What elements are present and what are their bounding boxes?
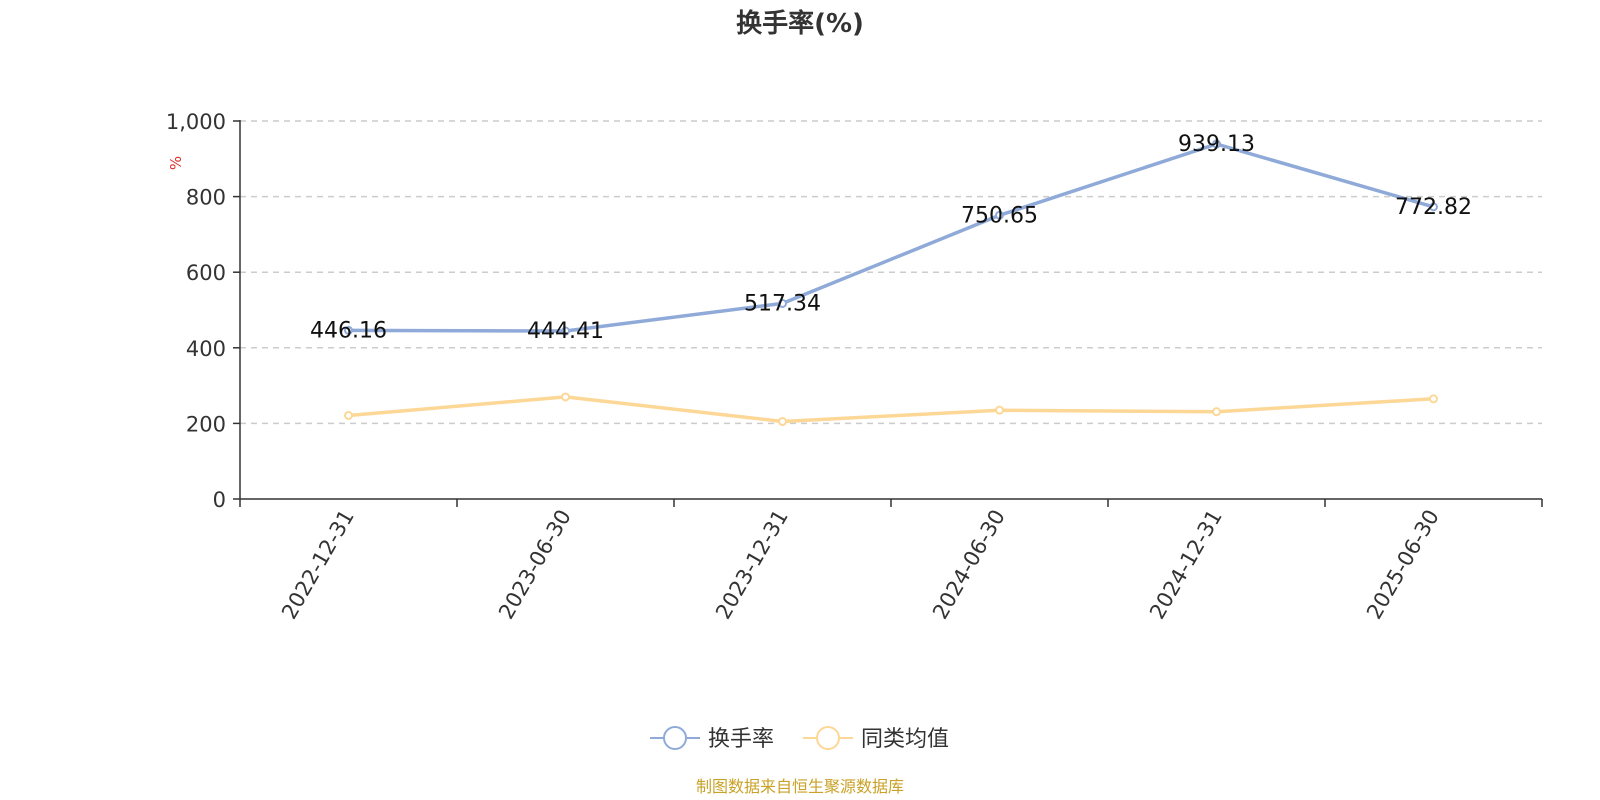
- series-line-2: [346, 395, 1436, 424]
- y-tick-label: 800: [186, 186, 226, 210]
- series-2-point: [561, 392, 570, 402]
- y-tick-label: 600: [186, 261, 226, 285]
- series-2-point: [995, 405, 1004, 415]
- x-tick-label: 2024-12-31: [1145, 506, 1227, 624]
- series-1-point: [778, 298, 787, 308]
- data-source-note: 制图数据来自恒生聚源数据库: [696, 777, 904, 796]
- data-label: 446.16: [310, 318, 387, 343]
- chart-title: 换手率(%): [736, 8, 864, 39]
- y-tick-label: 200: [186, 412, 226, 436]
- legend-label-2: 同类均值: [861, 727, 949, 752]
- series-2-point: [344, 410, 353, 420]
- data-label: 517.34: [744, 291, 821, 316]
- axes: 0 200 400 600 800 1,000 2022-12-31 2023-06-30 20…: [166, 110, 1543, 624]
- data-labels: 446.16 444.41 517.34 750.65 939.13 772.82: [310, 132, 1472, 344]
- series-1-point: [995, 210, 1004, 220]
- series-2-point: [1429, 394, 1438, 404]
- data-label: 939.13: [1178, 132, 1255, 157]
- y-tick-label: 0: [213, 488, 226, 512]
- legend: 换手率 同类均值: [650, 726, 949, 752]
- x-tick-label: 2024-06-30: [928, 506, 1010, 624]
- data-label: 772.82: [1395, 195, 1472, 220]
- series-lines: [344, 139, 1438, 427]
- series-1-point: [344, 325, 353, 335]
- legend-marker-1: [663, 726, 687, 750]
- series-1-point: [1429, 202, 1438, 212]
- x-tick-label: 2022-12-31: [277, 506, 359, 624]
- legend-marker-2: [816, 726, 840, 750]
- series-line-1: [346, 142, 1436, 333]
- series-1-point: [1212, 139, 1221, 149]
- data-label: 444.41: [527, 319, 604, 344]
- series-2-point: [1212, 407, 1221, 417]
- data-label: 750.65: [961, 203, 1038, 228]
- x-tick-label: 2023-12-31: [711, 506, 793, 624]
- x-tick-label: 2023-06-30: [494, 506, 576, 624]
- series-1-point: [561, 326, 570, 336]
- y-tick-label: 1,000: [166, 110, 226, 134]
- legend-label-1: 换手率: [708, 727, 774, 752]
- x-tick-label: 2025-06-30: [1362, 506, 1444, 624]
- grid-lines: [240, 120, 1542, 425]
- y-tick-label: 400: [186, 337, 226, 361]
- series-2-point: [778, 417, 787, 427]
- y-axis-unit-label: %: [167, 156, 185, 170]
